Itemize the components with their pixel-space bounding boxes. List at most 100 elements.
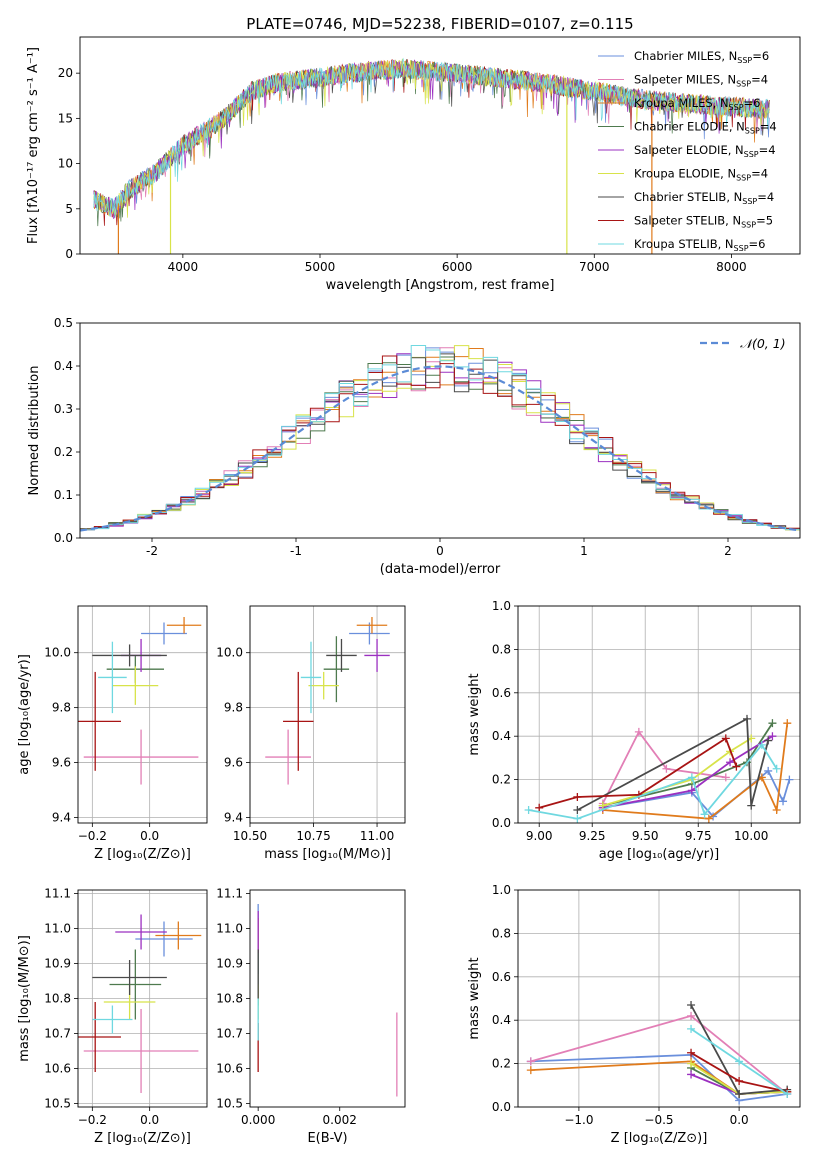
y-tick-label: 0.0: [492, 816, 511, 830]
y-axis-label: mass [log₁₀(M/M⊙)]: [17, 935, 32, 1062]
gaussian-reference-line: [80, 365, 800, 532]
y-tick-label: 15: [58, 111, 73, 125]
mass-vs-metallicity-panel: −0.2 0.0 10.5 10.6 10.7 10.8 10.9 11.0 11.1 Z [lo…: [17, 887, 208, 1146]
y-tick-label: 11.0: [44, 922, 71, 936]
x-tick-label: 6000: [442, 260, 473, 274]
weight-marker: [526, 1066, 535, 1075]
weight-marker: [757, 740, 766, 749]
weight-marker: [772, 805, 781, 814]
y-tick-label: 0.3: [54, 402, 73, 416]
weight-marker: [721, 773, 730, 782]
y-axis-label: Normed distribution: [27, 366, 42, 496]
legend-entry: Kroupa ELODIE, NSSP=4: [634, 167, 768, 183]
y-tick-label: 10.6: [216, 1062, 243, 1076]
weight-marker: [598, 801, 607, 810]
y-axis-label: Flux [fλ10⁻¹⁷ erg cm⁻² s⁻¹ A⁻¹]: [26, 47, 41, 244]
weight-marker: [726, 758, 735, 767]
x-tick-label: 9.00: [526, 829, 553, 843]
x-axis-label: E(B-V): [307, 1131, 347, 1146]
x-tick-label: 9.50: [632, 829, 659, 843]
x-tick-label: 1: [580, 544, 588, 558]
x-tick-label: 11.00: [360, 829, 394, 843]
y-tick-label: 10.7: [44, 1027, 71, 1041]
x-tick-label: −0.5: [644, 1113, 673, 1127]
y-tick-label: 10.9: [216, 957, 243, 971]
axes-frame: [79, 322, 801, 539]
weight-marker: [700, 810, 709, 819]
weight-marker: [526, 1057, 535, 1066]
weight-marker: [768, 719, 777, 728]
legend-entry: Salpeter ELODIE, NSSP=4: [634, 143, 776, 159]
weight-marker: [662, 764, 671, 773]
y-tick-label: 0.2: [492, 773, 511, 787]
axes-frame: [79, 36, 801, 255]
x-tick-label: 10.75: [296, 829, 330, 843]
histogram-step: [80, 345, 800, 531]
y-tick-label: 0.0: [54, 531, 73, 545]
x-tick-label: −0.2: [78, 1113, 107, 1127]
x-tick-label: 2: [724, 544, 732, 558]
weight-marker: [779, 797, 788, 806]
weight-marker: [783, 1089, 792, 1098]
x-tick-label: 5000: [305, 260, 336, 274]
x-tick-label: 10.00: [734, 829, 768, 843]
weight-marker: [764, 736, 773, 745]
figure-title: PLATE=0746, MJD=52238, FIBERID=0107, z=0…: [246, 15, 633, 33]
weight-marker: [687, 1048, 696, 1057]
weight-marker: [687, 1011, 696, 1020]
weight-marker: [735, 1076, 744, 1085]
age-vs-metallicity-panel: −0.2 0.0 9.4 9.6 9.8 10.0 Z [log₁₀(Z/Z⊙)] age […: [17, 605, 208, 862]
weight-marker: [785, 775, 794, 784]
y-tick-label: 9.8: [52, 701, 71, 715]
weight-line: [602, 735, 773, 809]
weight-line: [601, 730, 726, 804]
y-tick-label: 10: [58, 157, 73, 171]
weight-marker: [783, 719, 792, 728]
y-tick-label: 1.0: [492, 883, 511, 897]
x-tick-label: -1: [290, 544, 302, 558]
legend-entry: Chabrier ELODIE, NSSP=4: [634, 120, 777, 136]
y-tick-label: 10.5: [44, 1097, 71, 1111]
y-tick-label: 9.4: [224, 811, 243, 825]
y-tick-label: 0.2: [492, 1057, 511, 1071]
x-tick-label: −0.2: [78, 829, 107, 843]
weight-line: [602, 722, 774, 807]
weight-marker: [772, 764, 781, 773]
spectrum-line: [93, 58, 770, 218]
histogram-step: [80, 355, 800, 530]
weight-marker: [524, 805, 533, 814]
weight-marker: [687, 1070, 696, 1079]
y-tick-label: 0.0: [492, 1100, 511, 1114]
legend-entry: Kroupa STELIB, NSSP=6: [634, 237, 765, 253]
legend-entry: Kroupa MILES, NSSP=6: [634, 96, 760, 112]
y-tick-label: 10.0: [216, 646, 243, 660]
spectrum-panel: 4000 5000 6000 7000 8000 0 5 10 15 20 wavelength […: [26, 36, 801, 293]
y-tick-label: 9.6: [52, 756, 71, 770]
legend-entry: Chabrier STELIB, NSSP=4: [634, 190, 774, 206]
x-axis-label: (data-model)/error: [380, 562, 501, 577]
weight-marker: [764, 766, 773, 775]
axes-frame: [517, 889, 801, 1108]
y-axis-label: age [log₁₀(age/yr)]: [17, 654, 32, 775]
x-axis-label: Z [log₁₀(Z/Z⊙)]: [94, 847, 191, 862]
mass-vs-ebv-panel: 0.000 0.002 10.5 10.6 10.7 10.8 10.9 11.0 11.1 E(…: [216, 887, 406, 1146]
y-tick-label: 1.0: [492, 599, 511, 613]
y-tick-label: 0.6: [492, 970, 511, 984]
mass-weight-vs-metallicity-panel: −1.0 −0.5 0.0 0.0 0.2 0.4 0.6 0.8 1.0 Z [log₁₀(Z/…: [467, 883, 801, 1146]
x-tick-label: 8000: [716, 260, 747, 274]
spectrum-line: [93, 57, 770, 218]
y-tick-label: 0.2: [54, 445, 73, 459]
x-tick-label: 0.0: [140, 829, 159, 843]
y-tick-label: 9.4: [52, 811, 71, 825]
x-tick-label: 7000: [579, 260, 610, 274]
legend-entry: Salpeter STELIB, NSSP=5: [634, 214, 773, 230]
y-tick-label: 10.7: [216, 1027, 243, 1041]
y-tick-label: 9.8: [224, 701, 243, 715]
x-tick-label: 9.75: [685, 829, 712, 843]
weight-marker: [687, 1001, 696, 1010]
x-tick-label: 0.0: [140, 1113, 159, 1127]
x-axis-label: mass [log₁₀(M/M⊙)]: [264, 847, 391, 862]
y-tick-label: 0: [65, 247, 73, 261]
y-tick-label: 0.1: [54, 488, 73, 502]
